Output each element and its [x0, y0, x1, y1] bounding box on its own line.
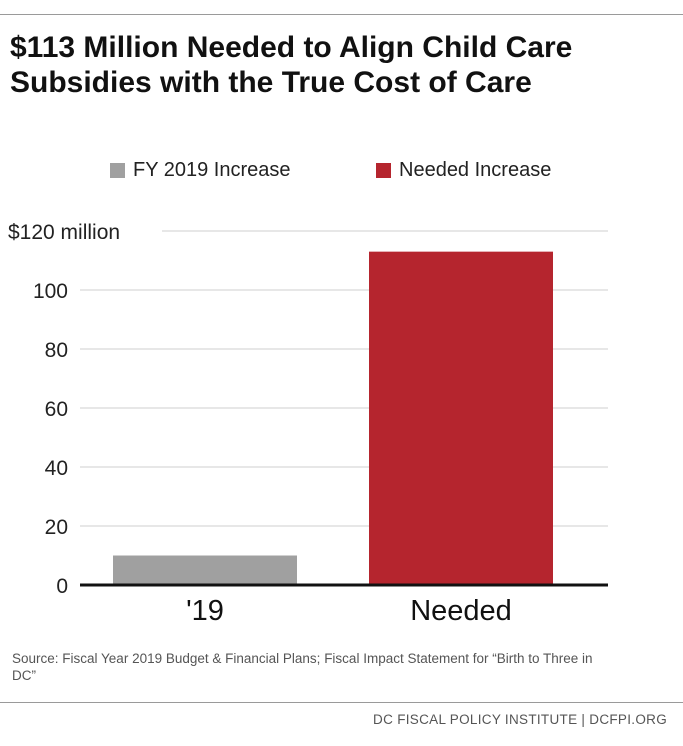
legend-swatch-fy2019: [110, 163, 125, 178]
legend-label-fy2019: FY 2019 Increase: [133, 159, 291, 181]
bar-chart: 0 20 40 60 80 100 $120 million '19 Needed: [8, 221, 608, 627]
y-axis-ticks: 0 20 40 60 80 100 $120 million: [8, 221, 120, 598]
y-tick-label: 20: [45, 516, 68, 539]
bottom-rule: [0, 702, 683, 703]
legend-label-needed: Needed Increase: [399, 159, 552, 181]
bar-needed: [369, 251, 553, 585]
y-tick-label: 100: [33, 280, 68, 303]
x-tick-label: Needed: [410, 595, 512, 627]
legend-item-fy2019: FY 2019 Increase: [110, 159, 291, 182]
x-axis-labels: '19 Needed: [186, 595, 512, 627]
bars: [113, 251, 553, 585]
y-tick-label: 60: [45, 398, 68, 421]
y-tick-label: 80: [45, 339, 68, 362]
x-tick-label: '19: [186, 595, 224, 627]
y-tick-label: 0: [56, 575, 68, 598]
y-tick-label: $120 million: [8, 221, 120, 244]
legend-item-needed: Needed Increase: [376, 159, 551, 182]
chart-title: $113 Million Needed to Align Child Care …: [10, 31, 573, 99]
top-rule: [0, 14, 683, 15]
footer-credit: DC FISCAL POLICY INSTITUTE | DCFPI.ORG: [373, 712, 667, 727]
legend-swatch-needed: [376, 163, 391, 178]
source-note: Source: Fiscal Year 2019 Budget & Financ…: [12, 651, 593, 683]
y-tick-label: 40: [45, 457, 68, 480]
bar-fy2019: [113, 555, 297, 585]
